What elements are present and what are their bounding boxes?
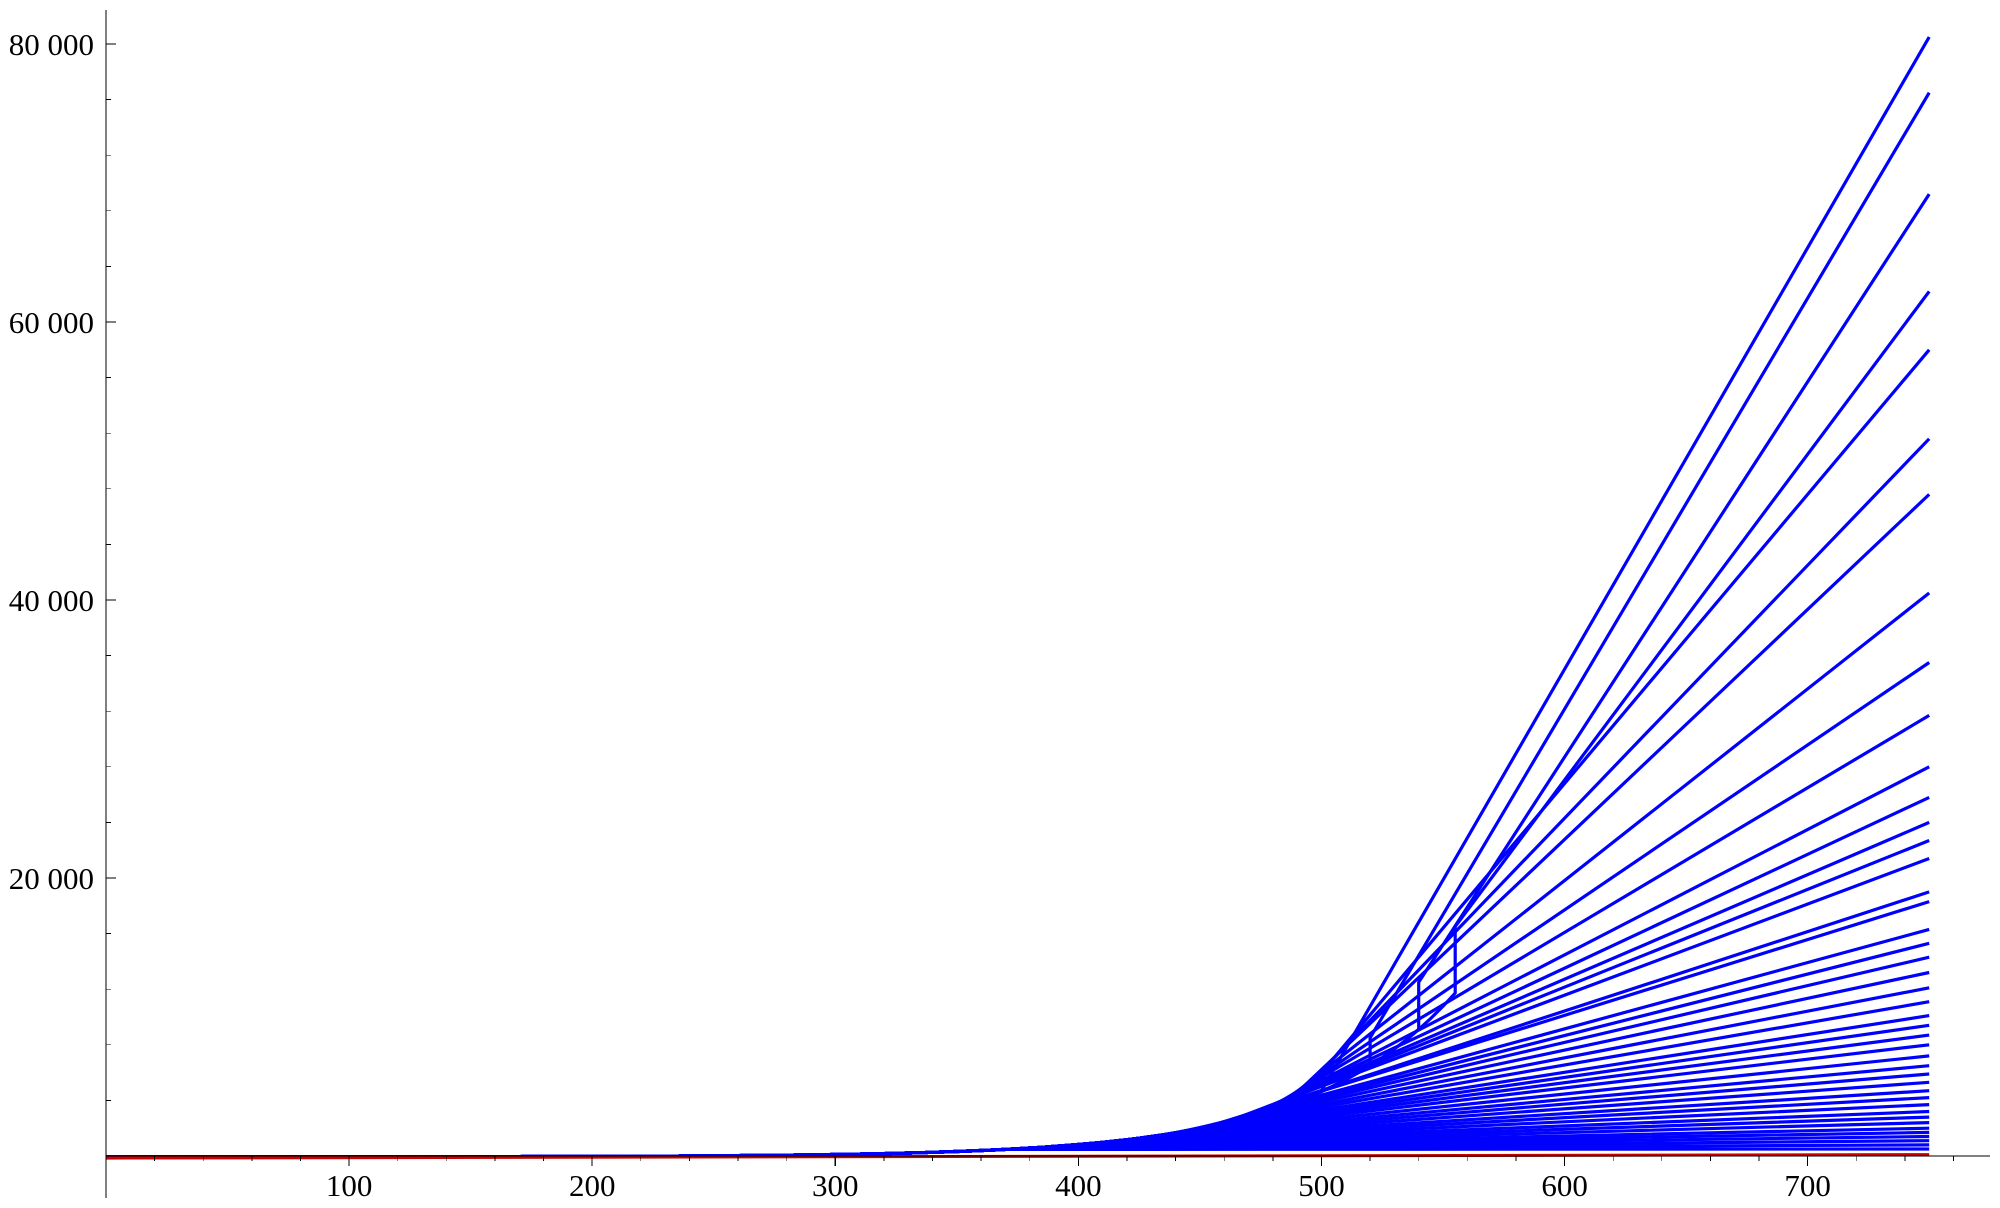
x-tick-label: 400 (1055, 1168, 1102, 1203)
series-layer (105, 36, 1931, 1160)
y-tick-label: 80 000 (9, 27, 94, 62)
x-tick-label: 100 (326, 1168, 373, 1203)
series-line-1 (106, 36, 1931, 1159)
axis-layer: 100 200 300 400 500 600 700 20 000 40 000 60 000 8… (9, 10, 1990, 1203)
series-line-2 (106, 91, 1931, 1159)
y-tick-label: 40 000 (9, 583, 94, 618)
x-tick-label: 200 (569, 1168, 616, 1203)
x-tick-label: 600 (1541, 1168, 1588, 1203)
series-line-9 (106, 661, 1931, 1159)
x-tick-label: 500 (1298, 1168, 1345, 1203)
y-tick-label: 20 000 (9, 861, 94, 896)
x-tick-label: 700 (1784, 1168, 1831, 1203)
y-tick-label: 60 000 (9, 305, 94, 340)
x-tick-label: 300 (812, 1168, 859, 1203)
